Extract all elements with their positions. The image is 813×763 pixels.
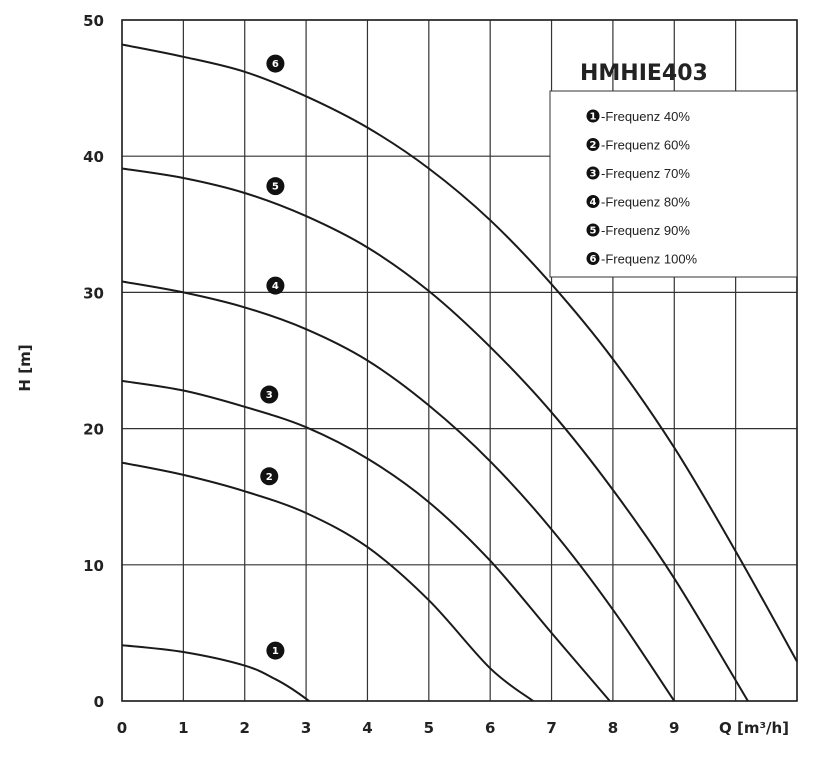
curve-marker-4: 4 [266, 276, 285, 295]
y-tick-label: 20 [83, 421, 104, 439]
marker-number: 6 [272, 59, 279, 70]
curve-marker-1: 1 [266, 641, 285, 660]
curve-marker-2: 2 [260, 467, 279, 486]
y-tick-label: 30 [83, 284, 104, 302]
chart-title: HMHIE403 [580, 61, 708, 86]
marker-circle [260, 385, 279, 404]
marker-circle [266, 641, 285, 660]
x-tick-label: 0 [117, 719, 127, 737]
legend-marker-number: 3 [590, 168, 597, 179]
legend-label: -Frequenz 70% [601, 166, 690, 181]
marker-number: 2 [266, 472, 273, 483]
y-axis-ticks: 0 10 20 30 40 50 [83, 12, 104, 711]
marker-number: 3 [266, 390, 273, 401]
marker-circle [266, 276, 285, 295]
y-tick-label: 0 [94, 693, 104, 711]
y-axis-label: H [m] [16, 344, 34, 391]
x-tick-label: 2 [240, 719, 250, 737]
legend-marker-number: 1 [590, 111, 597, 122]
legend-marker-icon [586, 195, 600, 208]
curve-frequenz-1 [121, 644, 310, 702]
marker-circle [266, 54, 285, 73]
legend-marker-icon [586, 109, 600, 123]
x-tick-label: 3 [301, 719, 311, 737]
curve-frequenz-5 [121, 167, 749, 702]
legend-label: -Frequenz 60% [601, 138, 690, 153]
marker-circle [266, 177, 285, 196]
y-tick-label: 10 [83, 557, 104, 575]
legend-marker-icon [586, 252, 600, 265]
curve-frequenz-3 [121, 379, 611, 702]
x-tick-label: 9 [669, 719, 679, 737]
curve-marker-6: 6 [266, 54, 285, 73]
curve-marker-5: 5 [266, 177, 285, 196]
legend-label: -Frequenz 40% [601, 109, 690, 124]
legend-label: -Frequenz 80% [601, 195, 690, 210]
x-axis-label: Q [m³/h] [719, 719, 789, 737]
legend-label: -Frequenz 90% [601, 223, 690, 238]
x-tick-label: 5 [424, 719, 434, 737]
legend: HMHIE403 1 -Frequenz 40% 2 -Frequenz 60% 3 -F… [549, 61, 798, 278]
legend-marker-icon [586, 223, 600, 237]
legend-marker-icon [586, 138, 600, 151]
legend-marker-number: 6 [590, 254, 597, 265]
x-tick-label: 6 [485, 719, 495, 737]
marker-number: 1 [272, 646, 279, 657]
marker-number: 4 [272, 281, 279, 292]
legend-item-5: 5 -Frequenz 90% [586, 223, 690, 238]
curve-marker-3: 3 [260, 385, 279, 404]
plot-frame [121, 19, 798, 702]
marker-number: 5 [272, 182, 279, 193]
curve-frequenz-2 [121, 461, 534, 702]
x-tick-label: 1 [178, 719, 188, 737]
legend-marker-number: 5 [590, 225, 597, 236]
y-tick-label: 40 [83, 148, 104, 166]
curve-markers: 1 2 3 4 5 6 [260, 54, 285, 660]
legend-label: -Frequenz 100% [601, 252, 698, 267]
marker-circle [260, 467, 279, 486]
legend-item-2: 2 -Frequenz 60% [586, 138, 690, 153]
legend-marker-number: 4 [590, 197, 597, 208]
curve-frequenz-4 [121, 280, 676, 702]
legend-item-6: 6 -Frequenz 100% [586, 252, 698, 267]
x-axis-ticks: 0 1 2 3 4 5 6 7 8 9 [117, 719, 680, 737]
curve-series [121, 43, 798, 702]
y-tick-label: 50 [83, 12, 104, 30]
x-tick-label: 7 [546, 719, 556, 737]
legend-item-1: 1 -Frequenz 40% [586, 109, 690, 124]
legend-item-3: 3 -Frequenz 70% [586, 166, 690, 181]
legend-marker-icon [586, 166, 600, 180]
x-tick-label: 8 [608, 719, 618, 737]
curve-frequenz-6 [121, 43, 798, 662]
x-tick-label: 4 [362, 719, 372, 737]
legend-marker-number: 2 [590, 140, 597, 151]
legend-item-4: 4 -Frequenz 80% [586, 195, 690, 210]
